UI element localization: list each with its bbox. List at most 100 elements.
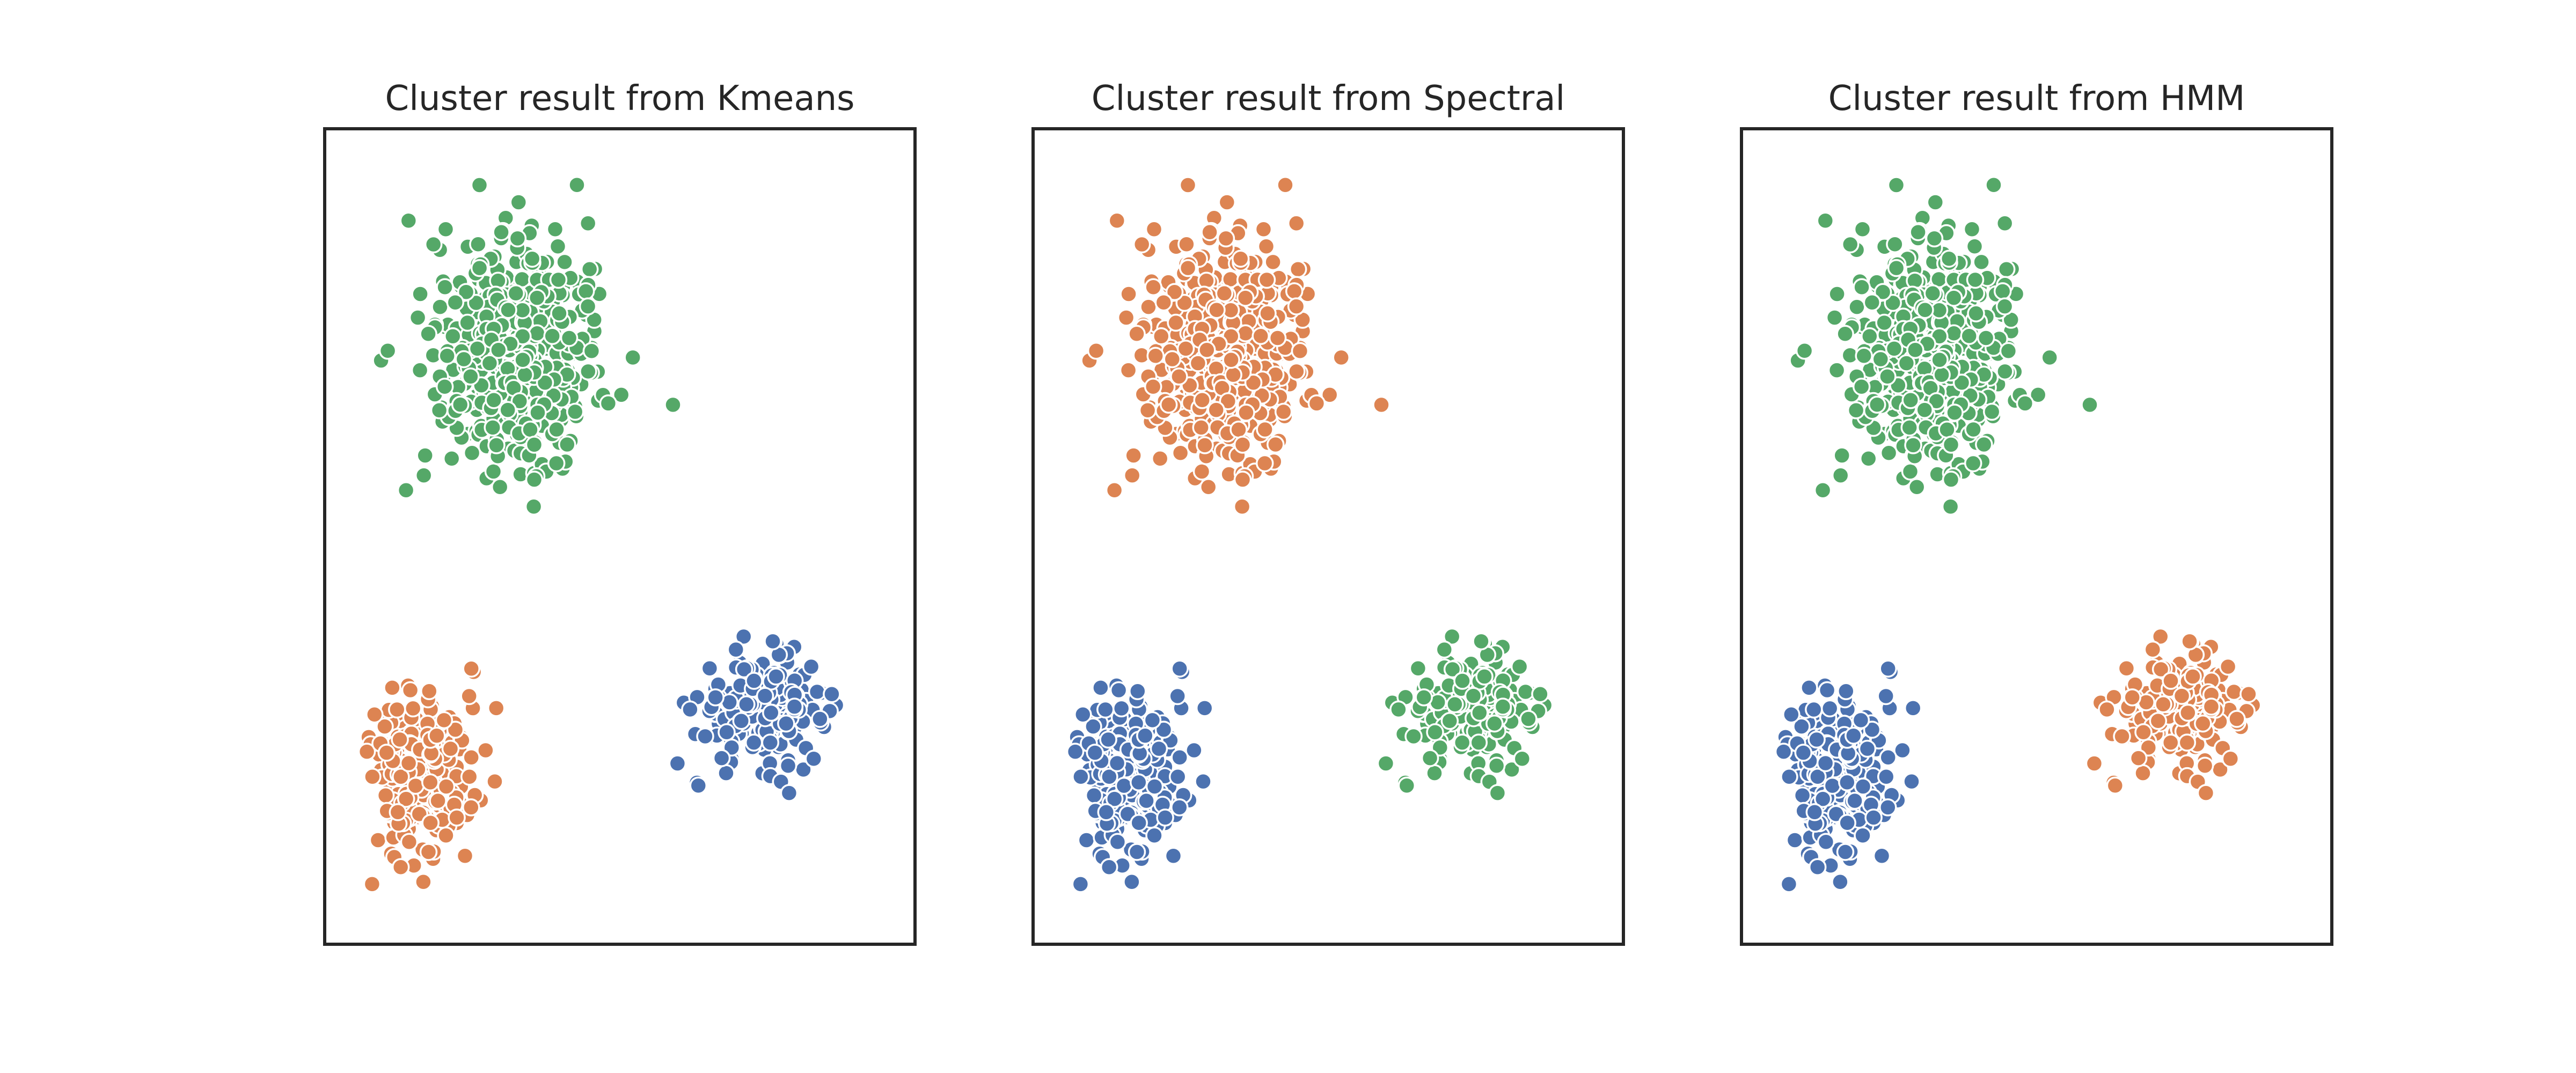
scatter-point-green: [1425, 764, 1444, 782]
scatter-point-blue: [1168, 687, 1187, 705]
scatter-point-blue: [1097, 803, 1116, 821]
scatter-point-orange: [1252, 327, 1270, 346]
scatter-point-blue: [1085, 786, 1103, 805]
scatter-point-orange: [1117, 308, 1136, 327]
scatter-point-green: [2040, 348, 2059, 367]
scatter-point-green: [664, 395, 682, 414]
scatter-point-blue: [823, 685, 841, 703]
scatter-point-orange: [1177, 235, 1196, 253]
scatter-point-green: [1469, 733, 1488, 752]
scatter-point-orange: [456, 847, 474, 865]
scatter-point-orange: [1287, 297, 1306, 315]
scatter-point-orange: [1196, 436, 1214, 454]
scatter-point-orange: [462, 748, 480, 767]
scatter-point-green: [1868, 395, 1886, 414]
scatter-point-green: [1967, 304, 1985, 322]
scatter-point-green: [1916, 301, 1934, 319]
scatter-point-orange: [2085, 754, 2104, 773]
scatter-point-blue: [1137, 791, 1155, 810]
scatter-point-green: [1901, 391, 1920, 409]
scatter-point-blue: [1805, 803, 1824, 821]
scatter-point-green: [378, 342, 397, 360]
scatter-point-green: [529, 403, 547, 422]
scatter-point-green: [1945, 403, 1964, 422]
scatter-point-orange: [1179, 259, 1197, 277]
scatter-point-green: [1440, 712, 1459, 730]
scatter-point-green: [1859, 449, 1878, 468]
scatter-point-blue: [1807, 730, 1826, 749]
scatter-point-green: [1942, 436, 1960, 454]
scatter-point-orange: [1151, 449, 1169, 468]
scatter-point-blue: [761, 733, 780, 752]
scatter-point-green: [1966, 270, 1985, 289]
scatter-point-green: [548, 237, 567, 256]
scatter-point-blue: [1818, 681, 1836, 700]
scatter-point-green: [438, 347, 456, 365]
scatter-point-green: [436, 220, 455, 238]
scatter-point-orange: [1291, 342, 1309, 360]
scatter-point-green: [549, 270, 568, 289]
scatter-point-green: [1519, 710, 1538, 728]
scatter-point-green: [1853, 278, 1871, 297]
scatter-point-orange: [1372, 395, 1391, 414]
scatter-point-green: [484, 418, 502, 437]
scatter-point-orange: [1258, 304, 1277, 322]
scatter-point-blue: [1150, 739, 1168, 758]
scatter-point-green: [1421, 749, 1439, 767]
scatter-point-blue: [727, 641, 745, 659]
scatter-point-orange: [1139, 298, 1158, 316]
scatter-point-orange: [399, 754, 418, 773]
scatter-point-orange: [2161, 733, 2180, 752]
scatter-point-green: [1923, 284, 1942, 303]
scatter-point-orange: [1124, 446, 1143, 465]
scatter-point-orange: [376, 786, 395, 805]
scatter-point-green: [1813, 481, 1832, 499]
scatter-point-blue: [1123, 872, 1141, 891]
scatter-point-green: [491, 478, 509, 496]
scatter-point-blue: [767, 667, 785, 686]
scatter-point-orange: [2113, 727, 2131, 746]
scatter-point-orange: [1276, 176, 1294, 194]
scatter-point-blue: [777, 714, 795, 733]
scatter-point-orange: [1208, 301, 1226, 319]
scatter-point-orange: [1268, 329, 1287, 347]
scatter-point-green: [499, 301, 517, 319]
scatter-point-blue: [1115, 776, 1133, 795]
scatter-point-green: [469, 235, 487, 253]
scatter-point-green: [467, 293, 485, 312]
scatter-point-blue: [1170, 659, 1189, 678]
scatter-point-orange: [400, 833, 419, 851]
scatter-point-orange: [460, 768, 479, 786]
scatter-point-green: [435, 378, 454, 396]
scatter-point-green: [1446, 695, 1464, 714]
scatter-point-blue: [1864, 809, 1883, 827]
scatter-point-green: [1871, 350, 1890, 369]
scatter-point-blue: [717, 764, 735, 782]
scatter-point-blue: [744, 733, 763, 752]
scatter-point-blue: [764, 632, 782, 651]
scatter-point-green: [1510, 657, 1529, 676]
scatter-point-green: [1904, 436, 1922, 454]
scatter-point-green: [430, 401, 449, 420]
scatter-point-blue: [718, 723, 736, 741]
scatter-point-orange: [1237, 403, 1255, 422]
scatter-point-blue: [811, 710, 829, 728]
scatter-point-orange: [1285, 282, 1304, 300]
scatter-point-orange: [392, 767, 410, 786]
scatter-point-blue: [1879, 798, 1897, 817]
scatter-point-blue: [706, 688, 724, 707]
scatter-point-orange: [446, 721, 465, 739]
scatter-point-orange: [357, 743, 376, 761]
scatter-point-green: [1887, 259, 1906, 277]
scatter-point-blue: [1195, 699, 1214, 717]
scatter-point-orange: [2221, 749, 2240, 768]
scatter-point-blue: [1154, 721, 1173, 739]
scatter-point-blue: [1130, 813, 1148, 832]
scatter-point-orange: [2197, 784, 2215, 802]
scatter-point-green: [1982, 402, 2001, 421]
axes-frame-kmeans: [323, 127, 917, 946]
scatter-point-orange: [1255, 454, 1274, 473]
scatter-point-green: [1853, 220, 1872, 238]
scatter-point-green: [508, 229, 527, 248]
scatter-point-green: [457, 283, 475, 302]
